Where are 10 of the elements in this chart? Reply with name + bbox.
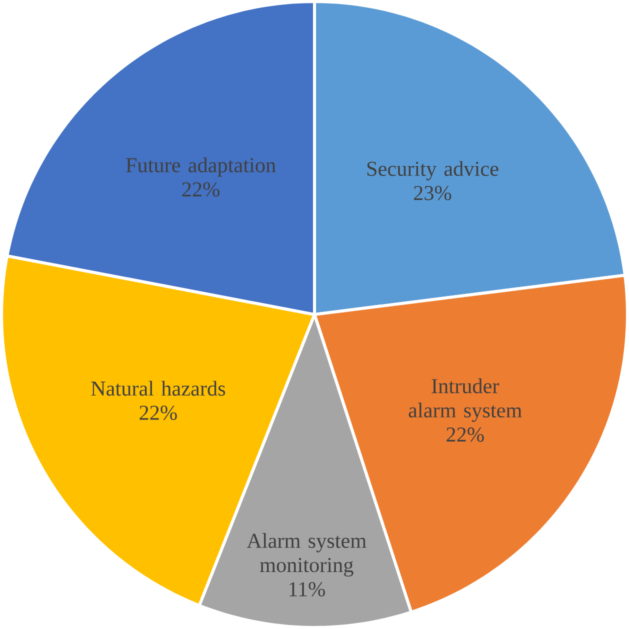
- slice-label: Security advice: [367, 161, 498, 180]
- data-label: 11%: [289, 582, 325, 596]
- data-label: 22%: [446, 427, 484, 442]
- data-label: 22%: [182, 182, 220, 197]
- slice-label: Future adaptation: [126, 157, 276, 177]
- slice-label: Alarm system monitoring: [246, 533, 366, 577]
- slice-label: Natural hazards: [91, 380, 226, 396]
- data-label: 22%: [140, 406, 177, 420]
- data-label: 23%: [414, 186, 452, 200]
- slice-label: Intruder alarm system: [408, 378, 522, 422]
